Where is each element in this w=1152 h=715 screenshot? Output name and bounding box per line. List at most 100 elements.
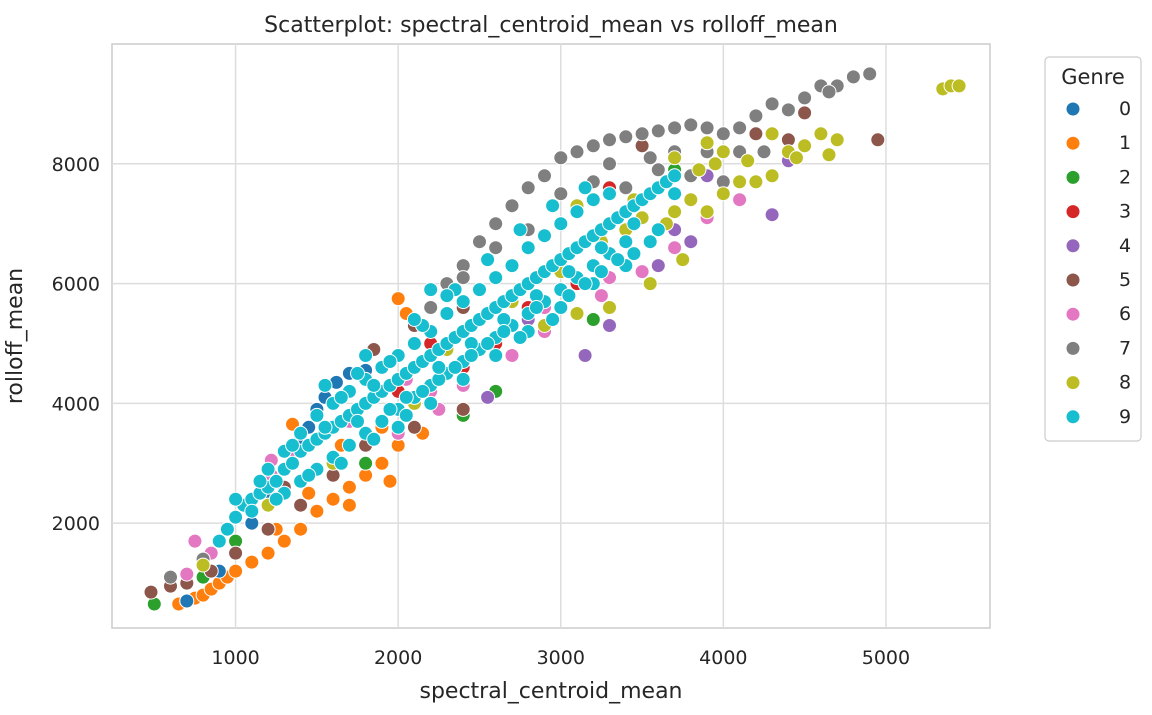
- data-point: [447, 359, 463, 375]
- data-point: [488, 240, 504, 256]
- data-point: [520, 240, 536, 256]
- data-point: [504, 198, 520, 214]
- data-point: [715, 186, 731, 202]
- data-point: [951, 78, 967, 94]
- data-point: [764, 96, 780, 112]
- data-point: [829, 132, 845, 148]
- data-point: [683, 117, 699, 133]
- data-point: [341, 497, 357, 513]
- legend-entry: 5: [1065, 269, 1131, 291]
- legend-marker: [1065, 169, 1081, 185]
- data-point: [390, 291, 406, 307]
- data-point: [650, 162, 666, 178]
- data-point: [537, 168, 552, 184]
- data-point: [634, 264, 650, 280]
- x-tick-label: 2000: [374, 647, 422, 669]
- data-point: [642, 276, 658, 292]
- data-point: [789, 150, 804, 166]
- data-point: [569, 144, 585, 160]
- data-point: [821, 84, 837, 100]
- data-point: [244, 554, 260, 570]
- data-point: [463, 348, 479, 363]
- data-point: [528, 300, 544, 315]
- data-point: [366, 377, 382, 393]
- data-point: [260, 545, 276, 561]
- data-point: [455, 401, 471, 417]
- y-axis-label: rolloff_mean: [3, 268, 28, 404]
- data-point: [309, 407, 325, 423]
- data-point: [650, 222, 666, 238]
- data-point: [732, 192, 748, 208]
- legend-label: 5: [1119, 269, 1131, 291]
- data-point: [333, 389, 349, 405]
- legend-entry: 4: [1065, 235, 1131, 257]
- data-point: [398, 389, 414, 405]
- data-point: [179, 566, 195, 582]
- legend-entry: 3: [1065, 201, 1131, 223]
- data-point: [358, 455, 374, 471]
- data-point: [537, 228, 552, 244]
- data-point: [569, 306, 585, 321]
- data-point: [309, 503, 325, 519]
- data-point: [675, 252, 691, 268]
- legend-label: 1: [1119, 132, 1131, 154]
- data-point: [618, 180, 634, 196]
- legend-label: 3: [1119, 201, 1131, 223]
- data-point: [415, 383, 431, 399]
- data-point: [585, 312, 601, 327]
- chart-title: Scatterplot: spectral_centroid_mean vs r…: [264, 13, 838, 38]
- data-point: [228, 491, 244, 507]
- data-point: [764, 126, 780, 142]
- data-point: [211, 533, 227, 549]
- data-point: [455, 294, 471, 310]
- data-point: [699, 135, 715, 151]
- legend: Genre 0 1 2 3 4 5 6 7 8 9: [1044, 56, 1142, 442]
- data-point: [504, 258, 520, 274]
- legend-label: 2: [1119, 166, 1131, 188]
- data-point: [276, 533, 292, 549]
- data-point: [341, 479, 357, 495]
- data-point: [317, 419, 333, 435]
- data-point: [374, 455, 390, 471]
- data-point: [179, 593, 195, 609]
- data-point: [585, 138, 601, 154]
- data-point: [634, 126, 650, 142]
- data-point: [667, 168, 683, 184]
- legend-entry: 6: [1065, 303, 1131, 325]
- data-points: [143, 66, 967, 612]
- data-point: [423, 395, 439, 411]
- data-point: [406, 312, 422, 327]
- series-9: [211, 168, 683, 549]
- legend-entry: 1: [1065, 132, 1131, 154]
- legend-label: 6: [1119, 303, 1131, 325]
- data-point: [228, 509, 244, 525]
- data-point: [382, 401, 398, 417]
- data-point: [667, 186, 683, 202]
- data-point: [553, 216, 569, 232]
- data-point: [561, 264, 577, 280]
- legend-label: 0: [1119, 98, 1131, 120]
- data-point: [350, 413, 365, 429]
- legend-marker: [1065, 101, 1081, 117]
- data-point: [228, 563, 244, 579]
- data-point: [667, 240, 683, 256]
- data-point: [163, 569, 178, 585]
- x-axis-ticks: 1000 2000 3000 4000 5000: [211, 647, 910, 669]
- data-point: [748, 174, 764, 190]
- legend-marker: [1065, 340, 1081, 356]
- legend-label: 8: [1119, 372, 1131, 394]
- data-point: [512, 330, 528, 345]
- data-point: [553, 186, 569, 202]
- data-point: [406, 419, 422, 435]
- data-point: [455, 371, 471, 387]
- data-point: [512, 222, 528, 238]
- y-axis-ticks: 2000 4000 6000 8000: [52, 154, 100, 535]
- data-point: [341, 437, 357, 453]
- data-point: [756, 144, 772, 160]
- data-point: [553, 150, 569, 166]
- data-point: [577, 180, 593, 196]
- legend-title: Genre: [1061, 65, 1125, 89]
- data-point: [626, 246, 642, 262]
